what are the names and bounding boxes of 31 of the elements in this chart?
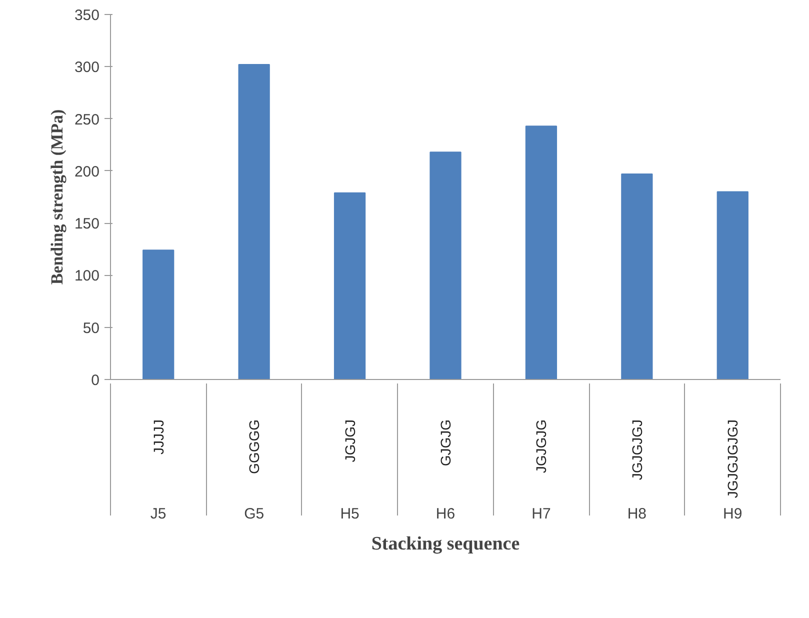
- text: G5: [244, 506, 264, 522]
- text: H9: [723, 506, 742, 522]
- bar: [142, 250, 174, 380]
- y-axis-title: Bending strength (MPa): [47, 109, 66, 285]
- x-axis-title: Stacking sequence: [371, 534, 520, 554]
- y-tick-label: 350: [74, 7, 100, 24]
- y-tick-label: 300: [74, 59, 100, 76]
- bar: [334, 192, 366, 380]
- bar: [621, 174, 653, 380]
- x-tick-label: JGJGJG: [533, 419, 550, 474]
- x-tick-label: JGJGJGJ: [628, 419, 645, 480]
- y-tick-label: 250: [74, 111, 100, 128]
- bar: [525, 126, 558, 380]
- y-tick-label: 200: [74, 163, 100, 180]
- text: H5: [340, 506, 360, 522]
- bar: [238, 64, 270, 380]
- text: H7: [532, 506, 551, 522]
- x-tick-label: GJGJG: [438, 419, 454, 466]
- y-tick-label: 50: [82, 320, 100, 337]
- text: H8: [627, 506, 647, 522]
- bar: [430, 152, 462, 380]
- bar: [716, 191, 748, 380]
- x-tick-label: JJJJJ: [150, 420, 166, 454]
- text: H6: [436, 506, 456, 522]
- y-tick-label: 0: [91, 372, 100, 389]
- y-tick-label: 150: [74, 216, 100, 233]
- x-tick-label: GGGGG: [246, 419, 262, 474]
- x-tick-label: JGJGJ: [342, 420, 358, 462]
- y-tick-label: 100: [74, 268, 100, 285]
- x-tick-label: JGJGJGJGJ: [724, 419, 741, 498]
- text: J5: [150, 506, 166, 522]
